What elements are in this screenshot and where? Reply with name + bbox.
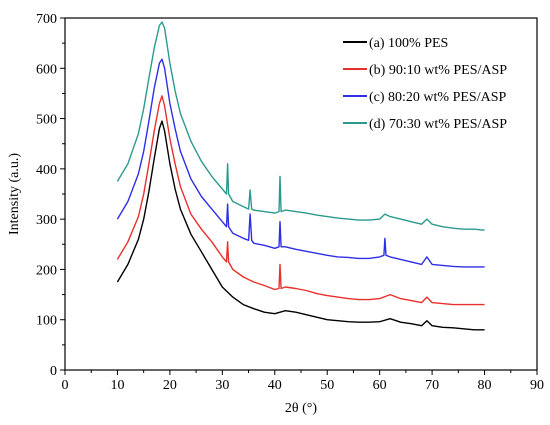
y-tick-label: 500 — [36, 113, 57, 128]
x-tick-label: 30 — [215, 378, 229, 393]
series-line-1 — [116, 120, 485, 331]
series-line-4 — [116, 21, 485, 231]
x-tick-label: 50 — [320, 378, 334, 393]
legend-label-2: (b) 90:10 wt% PES/ASP — [369, 63, 507, 78]
x-axis-label: 2θ (°) — [285, 401, 317, 416]
x-tick-label: 20 — [163, 378, 177, 393]
x-tick-label: 80 — [478, 378, 492, 393]
y-tick-label: 200 — [36, 263, 57, 278]
legend: (a) 100% PES (b) 90:10 wt% PES/ASP (c) 80:… — [343, 36, 507, 132]
plot-layer — [116, 21, 485, 331]
x-tick-label: 90 — [530, 378, 544, 393]
legend-label-4: (d) 70:30 wt% PES/ASP — [369, 117, 507, 132]
legend-label-1: (a) 100% PES — [369, 36, 448, 51]
y-tick-label: 100 — [36, 314, 57, 329]
x-tick-label: 40 — [268, 378, 282, 393]
x-tick-label: 70 — [425, 378, 439, 393]
y-tick-label: 0 — [50, 364, 57, 379]
x-tick-label: 60 — [373, 378, 387, 393]
series-line-3 — [116, 58, 485, 268]
x-tick-label: 10 — [110, 378, 124, 393]
y-axis-label: Intensity (a.u.) — [7, 153, 22, 235]
y-tick-label: 300 — [36, 213, 57, 228]
ticks-layer: 0 10 20 30 40 50 60 70 80 90 0 100 200 300 400 500 600 70… — [36, 12, 544, 393]
y-tick-label: 700 — [36, 12, 57, 27]
y-tick-label: 600 — [36, 62, 57, 77]
y-tick-label: 400 — [36, 163, 57, 178]
x-tick-label: 0 — [62, 378, 69, 393]
series-line-2 — [116, 95, 485, 306]
legend-label-3: (c) 80:20 wt% PES/ASP — [369, 90, 507, 105]
